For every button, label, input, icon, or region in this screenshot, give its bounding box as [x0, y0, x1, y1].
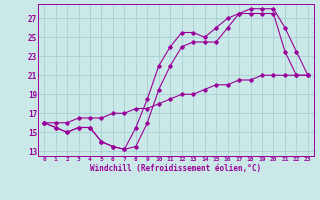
X-axis label: Windchill (Refroidissement éolien,°C): Windchill (Refroidissement éolien,°C) — [91, 164, 261, 173]
